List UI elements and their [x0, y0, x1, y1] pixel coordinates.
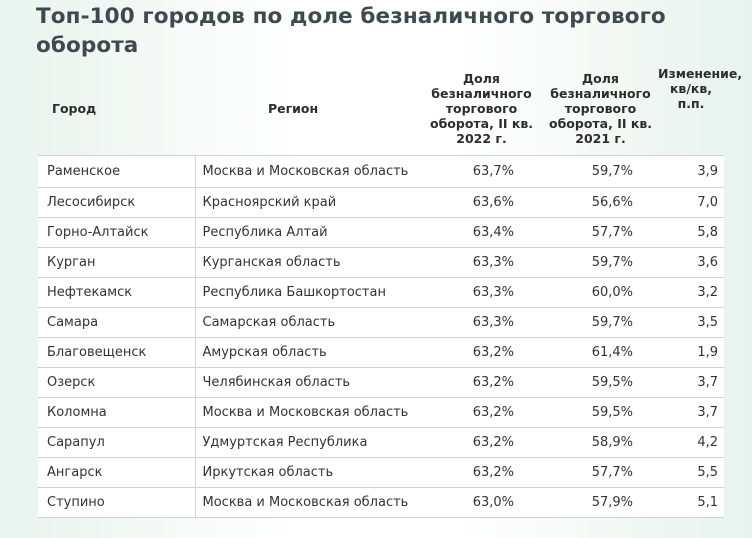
cell-region: Челябинская область [194, 367, 426, 398]
cell-region: Республика Алтай [194, 217, 426, 248]
table-row: Озерск Челябинская область 63,2% 59,5% 3,7 [38, 367, 724, 398]
cell-city: Ангарск [47, 464, 103, 480]
cell-change: 3,6 [697, 254, 718, 270]
table-row: Самара Самарская область 63,3% 59,7% 3,5 [38, 307, 724, 338]
cell-change: 4,2 [697, 434, 718, 450]
cell-share-2022: 63,0% [472, 494, 514, 510]
cell-share-2021: 59,5% [591, 404, 633, 420]
cell-share-2022: 63,2% [472, 434, 514, 450]
column-header-region: Регион [268, 100, 319, 116]
table-row: Нефтекамск Республика Башкортостан 63,3% 60… [38, 277, 724, 308]
cell-share-2022: 63,3% [472, 314, 514, 330]
cell-region: Удмуртская Республика [194, 427, 426, 458]
cell-share-2021: 59,7% [591, 163, 633, 179]
column-header-city: Город [52, 100, 97, 116]
table-row: Горно-Алтайск Республика Алтай 63,4% 57,7% 5… [38, 217, 724, 248]
cell-city: Нефтекамск [47, 284, 133, 300]
table-row: Коломна Москва и Московская область 63,2% 5… [38, 397, 724, 428]
table-row: Ангарск Иркутская область 63,2% 57,7% 5,5 [38, 457, 724, 488]
cell-region: Самарская область [194, 307, 426, 338]
cell-share-2022: 63,3% [472, 284, 514, 300]
cell-share-2022: 63,2% [472, 344, 514, 360]
cell-city: Озерск [47, 374, 96, 390]
cell-change: 5,5 [697, 464, 718, 480]
table-row: Курган Курганская область 63,3% 59,7% 3,6 [38, 247, 724, 278]
cell-city: Лесосибирск [47, 194, 136, 210]
cell-city: Коломна [47, 404, 107, 420]
cell-city: Ступино [47, 494, 105, 510]
cell-change: 7,0 [697, 194, 718, 210]
page-title: Топ-100 городов по доле безналичного тор… [36, 4, 666, 58]
cell-change: 5,8 [697, 224, 718, 240]
cell-region: Москва и Московская область [194, 397, 426, 428]
table-body: Раменское Москва и Московская область 63,7… [38, 155, 724, 518]
column-header-share-2021: Доля безналичного торгового оборота, II … [548, 70, 652, 146]
cell-share-2022: 63,2% [472, 404, 514, 420]
cell-region: Иркутская область [194, 457, 426, 488]
cell-change: 3,9 [697, 163, 718, 179]
cell-share-2022: 63,6% [472, 194, 514, 210]
cell-change: 3,7 [697, 404, 718, 420]
cell-region: Москва и Московская область [194, 487, 426, 518]
table-row: Лесосибирск Красноярский край 63,6% 56,6% 7,… [38, 187, 724, 218]
column-header-change: Изменение, кв/кв, п.п. [658, 66, 743, 111]
table-row: Ступино Москва и Московская область 63,0% 5… [38, 487, 724, 518]
table-row: Раменское Москва и Московская область 63,7… [38, 155, 724, 188]
cell-change: 3,2 [697, 284, 718, 300]
cell-region: Курганская область [194, 247, 426, 278]
cell-share-2021: 57,7% [591, 224, 633, 240]
cell-share-2021: 60,0% [591, 284, 633, 300]
column-header-share-2022: Доля безналичного торгового оборота, II … [429, 70, 533, 146]
cell-share-2021: 57,9% [591, 494, 633, 510]
cities-table: Город Регион Доля безналичного торгового… [38, 61, 743, 518]
cell-city: Курган [47, 254, 96, 270]
cell-share-2021: 57,7% [591, 464, 633, 480]
table-row: Сарапул Удмуртская Республика 63,2% 58,9% 4,… [38, 427, 724, 458]
table-header-row: Город Регион Доля безналичного торгового… [38, 61, 743, 156]
cell-city: Сарапул [47, 434, 105, 450]
cell-share-2021: 58,9% [591, 434, 633, 450]
cell-change: 3,5 [697, 314, 718, 330]
cell-change: 5,1 [697, 494, 718, 510]
cell-share-2022: 63,3% [472, 254, 514, 270]
cell-share-2021: 59,7% [591, 314, 633, 330]
cell-city: Благовещенск [47, 344, 147, 360]
cell-change: 1,9 [697, 344, 718, 360]
cell-region: Москва и Московская область [194, 155, 426, 188]
cell-share-2021: 59,5% [591, 374, 633, 390]
cell-region: Амурская область [194, 337, 426, 368]
table-row: Благовещенск Амурская область 63,2% 61,4% 1,… [38, 337, 724, 368]
cell-region: Республика Башкортостан [194, 277, 426, 308]
cell-city: Самара [47, 314, 99, 330]
cell-share-2022: 63,7% [472, 163, 514, 179]
cell-city: Горно-Алтайск [47, 224, 149, 240]
cell-share-2022: 63,4% [472, 224, 514, 240]
cell-city: Раменское [47, 163, 121, 179]
cell-change: 3,7 [697, 374, 718, 390]
cell-share-2022: 63,2% [472, 374, 514, 390]
cell-share-2021: 59,7% [591, 254, 633, 270]
cell-share-2022: 63,2% [472, 464, 514, 480]
cell-share-2021: 56,6% [591, 194, 633, 210]
cell-share-2021: 61,4% [591, 344, 633, 360]
cell-region: Красноярский край [194, 187, 426, 218]
